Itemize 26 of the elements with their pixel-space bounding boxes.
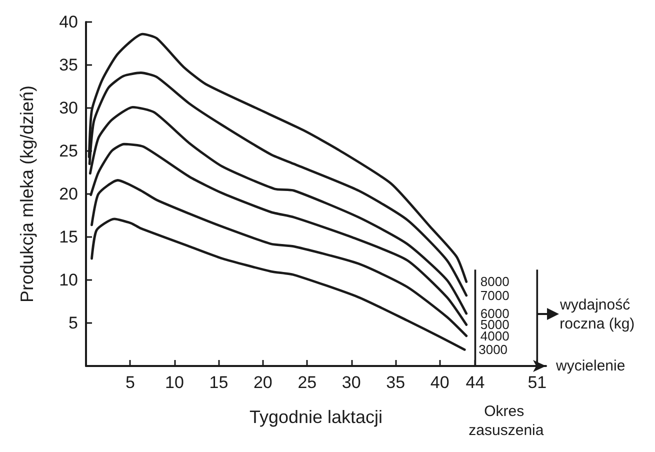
x-tick-label: 20 bbox=[253, 373, 272, 392]
y-tick-label: 30 bbox=[59, 98, 78, 118]
x-tick-label: 5 bbox=[125, 373, 135, 392]
x-tick-label: 44 bbox=[466, 373, 485, 392]
y-tick-label: 35 bbox=[59, 56, 78, 74]
y-axis-title: Produkcja mleka (kg/dzień) bbox=[17, 85, 37, 303]
text: Okres zasuszenia bbox=[468, 403, 544, 439]
text: wydajność roczna (kg) bbox=[559, 296, 635, 332]
x-tick-label: 15 bbox=[209, 373, 228, 392]
x-tick-label: 10 bbox=[165, 373, 184, 392]
y-tick-label: 5 bbox=[68, 314, 78, 332]
text: wycielenie bbox=[555, 358, 626, 374]
x-tick-label: 51 bbox=[528, 373, 547, 392]
x-tick-label: 30 bbox=[342, 373, 361, 392]
x-tick-label: 40 bbox=[430, 373, 450, 392]
x-tick-label: 35 bbox=[386, 373, 406, 392]
series-label: 8000 bbox=[480, 274, 510, 290]
y-tick-label: 15 bbox=[59, 228, 78, 246]
series-label: 3000 bbox=[478, 342, 508, 358]
y-tick-label: 40 bbox=[59, 12, 78, 32]
y-tick-label: 10 bbox=[59, 270, 78, 290]
series-label: 7000 bbox=[480, 288, 510, 303]
y-tick-label: 25 bbox=[59, 142, 78, 160]
x-axis-title: Tygodnie laktacji bbox=[249, 407, 383, 427]
x-tick-label: 25 bbox=[298, 373, 317, 392]
y-tick-label: 20 bbox=[59, 184, 78, 204]
